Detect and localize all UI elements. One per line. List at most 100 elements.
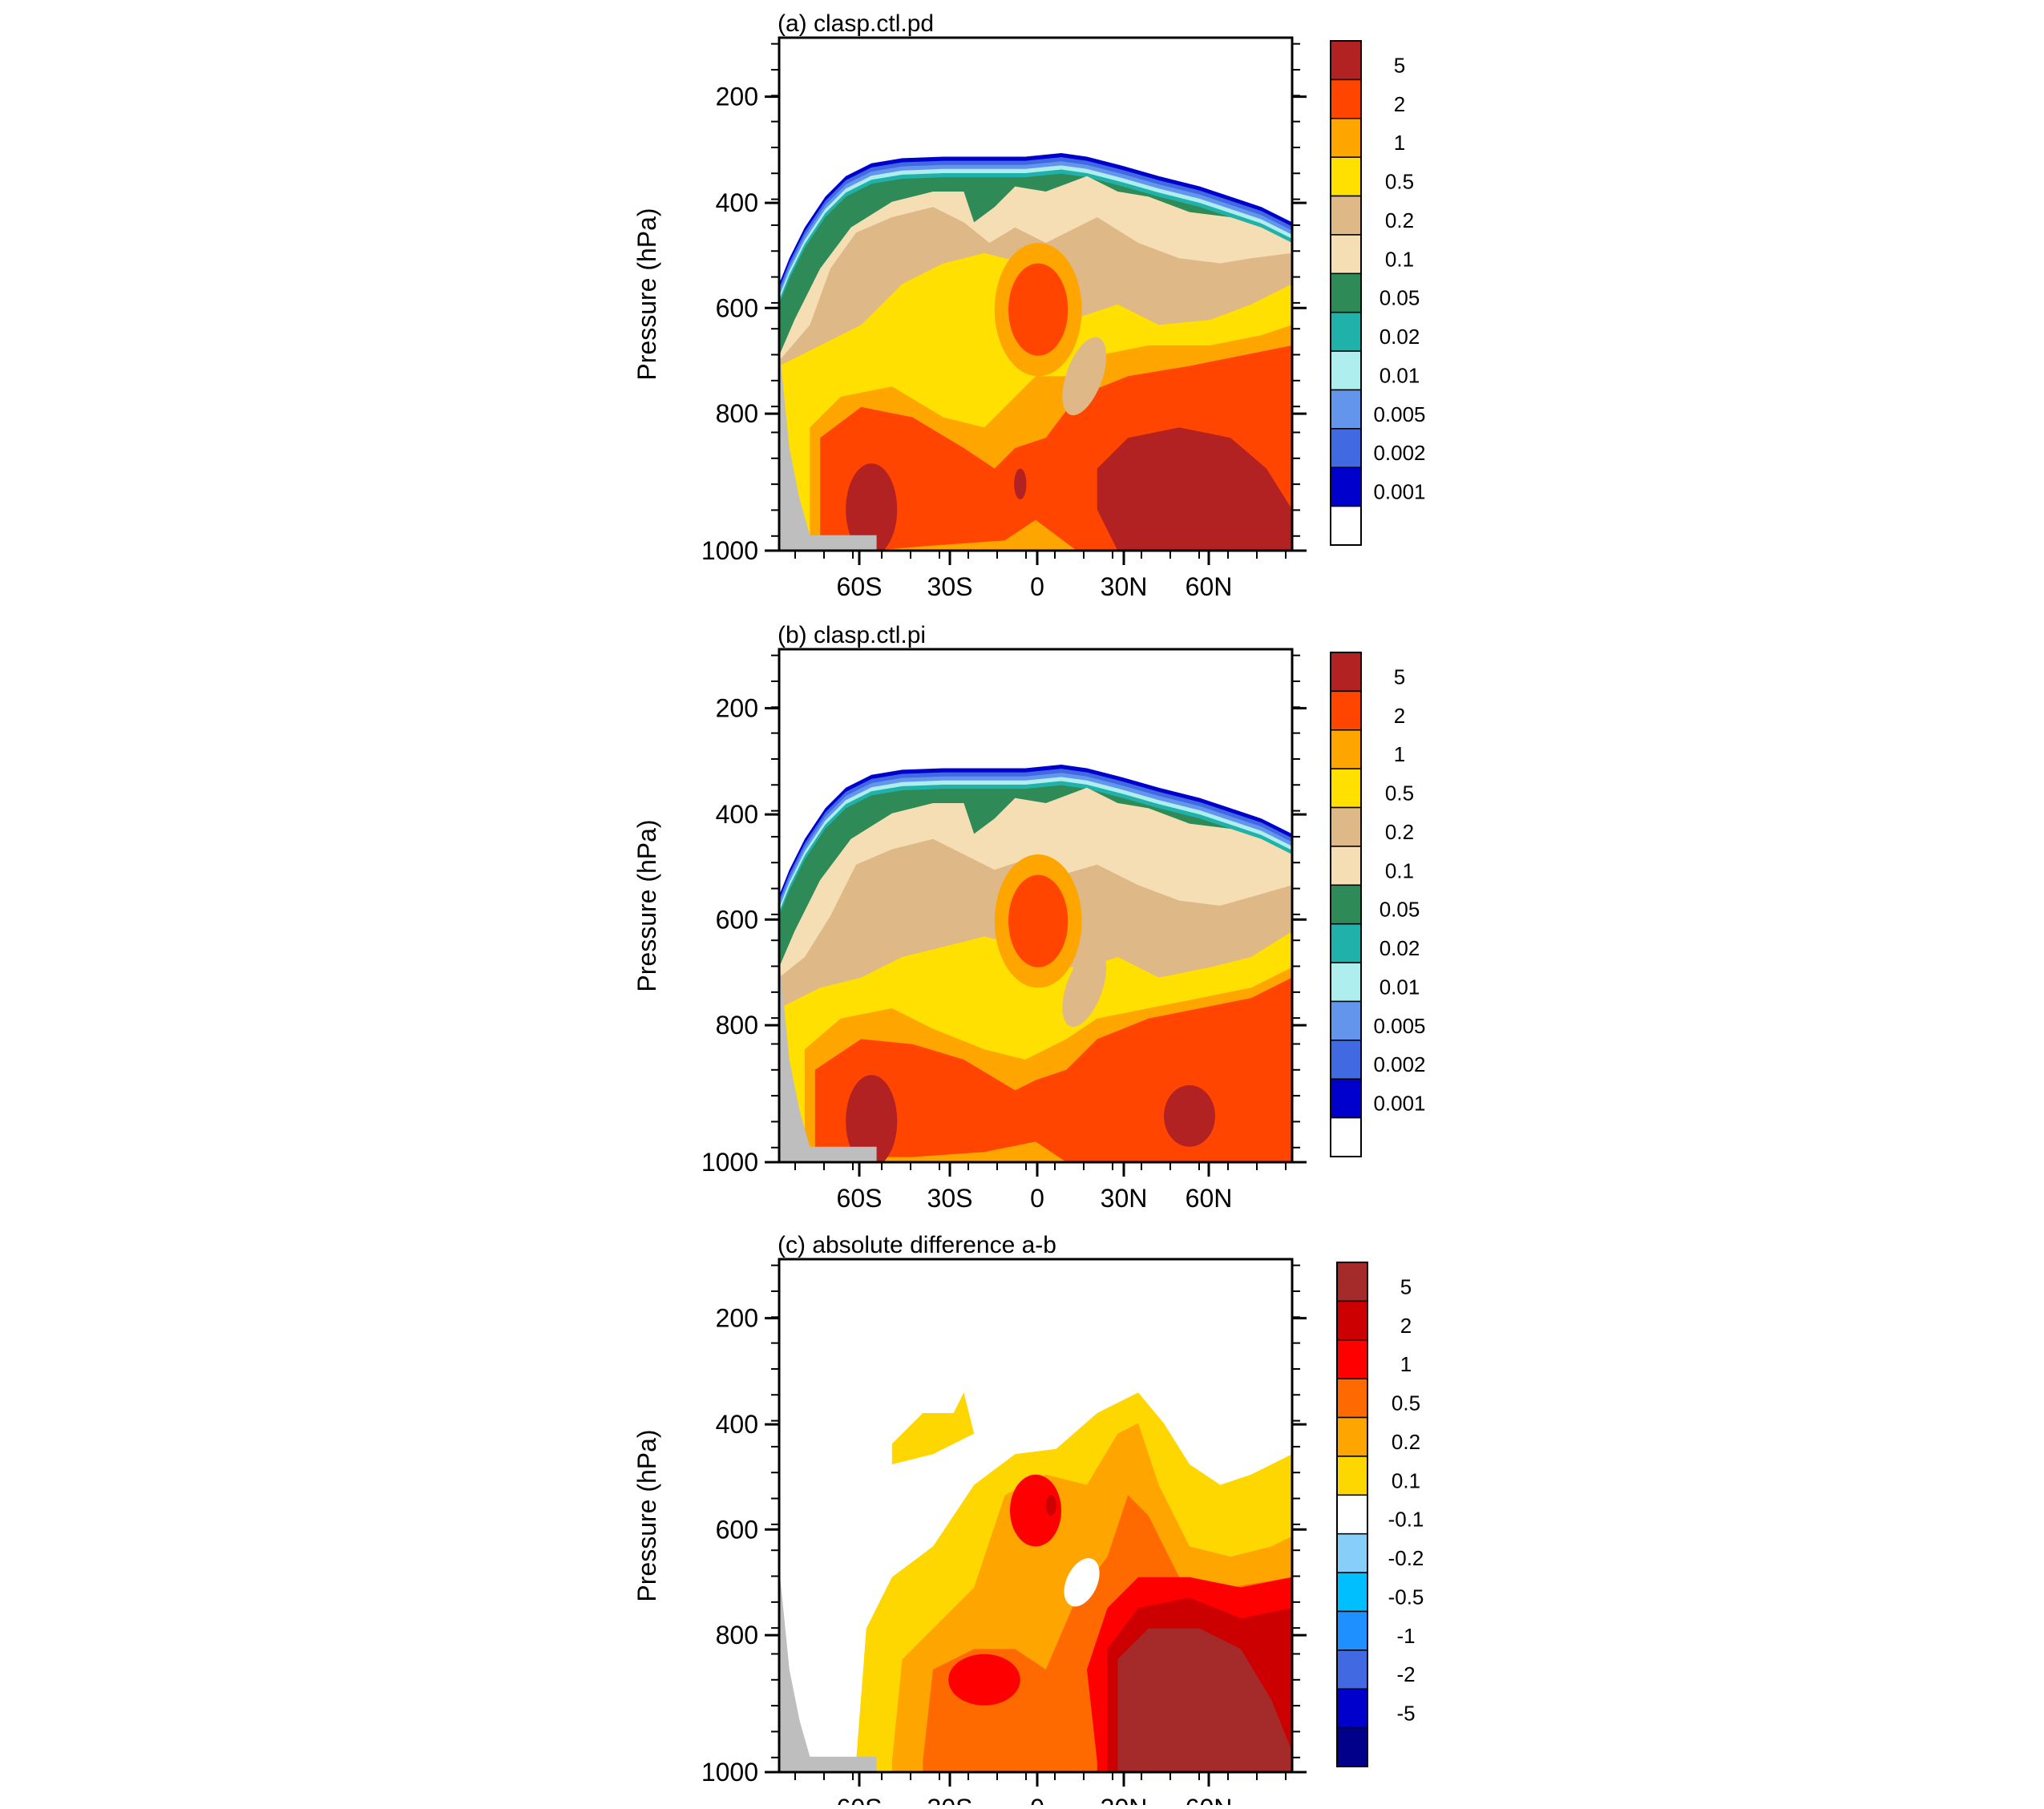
colorbar-swatch — [1330, 234, 1362, 275]
colorbar-frame — [1330, 652, 1362, 1157]
colorbar-swatch — [1330, 118, 1362, 158]
y-tick-label: 200 — [716, 83, 758, 111]
contour-band — [846, 463, 898, 551]
topography-mask — [779, 957, 877, 1162]
y-tick-label: 200 — [716, 1304, 758, 1333]
x-tick-label: 30S — [927, 1184, 973, 1213]
colorbar-swatch — [1336, 1456, 1368, 1496]
x-tick-label: 0 — [1030, 1794, 1044, 1805]
colorbar-label: 0.01 — [1379, 975, 1420, 999]
colorbar-label: -2 — [1396, 1662, 1415, 1686]
y-tick-label: 600 — [716, 1515, 758, 1544]
colorbar-label: 2 — [1394, 704, 1405, 728]
contour-band — [1064, 1558, 1100, 1607]
contour-band — [1164, 1085, 1215, 1147]
colorbar-swatch — [1336, 1650, 1368, 1690]
topography-mask — [779, 345, 877, 551]
colorbar-swatch — [1330, 768, 1362, 809]
colorbar-swatch — [1330, 652, 1362, 693]
colorbar-frame — [1330, 40, 1362, 546]
colorbar-label: 5 — [1400, 1274, 1412, 1298]
colorbar-label: -0.5 — [1388, 1585, 1424, 1609]
colorbar-swatch — [1330, 1078, 1362, 1119]
colorbar-label: 0.5 — [1385, 170, 1414, 194]
panel-title: (b) clasp.ctl.pi — [778, 622, 926, 648]
colorbar-label: 0.02 — [1379, 936, 1420, 960]
colorbar-label: 0.002 — [1373, 1052, 1425, 1076]
x-tick-label: 30N — [1101, 1184, 1148, 1213]
y-tick-label: 600 — [716, 293, 758, 322]
y-tick-label: 800 — [716, 399, 758, 428]
colorbar-swatch — [1330, 505, 1362, 546]
x-tick-label: 60S — [837, 1794, 883, 1805]
y-axis-label: Pressure (hPa) — [632, 819, 661, 991]
colorbar-swatch — [1330, 1040, 1362, 1080]
colorbar-label: 0.1 — [1385, 858, 1414, 882]
colorbar-swatch — [1330, 1116, 1362, 1157]
field-layer — [779, 153, 1292, 551]
y-tick-label: 200 — [716, 694, 758, 723]
x-tick-label: 60S — [837, 1184, 883, 1213]
colorbar-swatch — [1336, 1688, 1368, 1729]
colorbar-swatch — [1330, 884, 1362, 925]
colorbar-swatch — [1336, 1262, 1368, 1302]
colorbar-swatch — [1330, 79, 1362, 119]
x-tick-label: 30S — [927, 572, 973, 601]
field-layer — [779, 1392, 1292, 1772]
contour-band — [1014, 468, 1027, 499]
y-axis-label: Pressure (hPa) — [632, 1429, 661, 1601]
colorbar-label: 2 — [1400, 1314, 1412, 1338]
contour-band — [1062, 337, 1107, 416]
contour-band — [1008, 263, 1068, 356]
y-axis-label: Pressure (hPa) — [632, 208, 661, 380]
colorbar-label: 1 — [1394, 131, 1405, 155]
colorbar-swatch — [1336, 1610, 1368, 1651]
colorbar-swatch — [1330, 156, 1362, 197]
colorbar-label: 2 — [1394, 92, 1405, 116]
colorbar-label: 0.02 — [1379, 325, 1420, 349]
panel-b: (b) clasp.ctl.pi Pressure (hPa) 200 400 600 8… — [632, 622, 1426, 1213]
topography-mask — [779, 1567, 877, 1772]
panel-title: (a) clasp.ctl.pd — [778, 10, 934, 37]
colorbar-label: 0.1 — [1392, 1468, 1420, 1492]
colorbar-swatch — [1330, 273, 1362, 313]
plot-frame — [778, 1258, 1294, 1774]
contour-band — [846, 1075, 898, 1162]
y-tick-label: 400 — [716, 188, 758, 217]
y-tick-label: 1000 — [701, 1758, 758, 1787]
colorbar-swatch — [1330, 923, 1362, 963]
colorbar-swatch — [1330, 466, 1362, 507]
contour-band — [1062, 948, 1107, 1028]
colorbar-swatch — [1330, 846, 1362, 886]
colorbar-label: 0.001 — [1373, 1092, 1425, 1116]
colorbar-label: 0.002 — [1373, 441, 1425, 465]
colorbar-swatch — [1336, 1339, 1368, 1379]
colorbar-label: -0.2 — [1388, 1546, 1424, 1570]
colorbar-swatch — [1330, 1000, 1362, 1041]
field-layer — [779, 765, 1292, 1162]
colorbar-label: 0.2 — [1385, 820, 1414, 844]
colorbar-swatch — [1336, 1494, 1368, 1535]
colorbar-swatch — [1330, 40, 1362, 81]
colorbar-label: 0.5 — [1392, 1391, 1420, 1415]
colorbar-label: 5 — [1394, 664, 1405, 688]
colorbar-swatch — [1330, 962, 1362, 1003]
x-tick-label: 0 — [1030, 572, 1044, 601]
colorbar-label: -1 — [1396, 1624, 1415, 1648]
y-tick-label: 400 — [716, 1410, 758, 1439]
colorbar-swatch — [1330, 350, 1362, 391]
colorbar-label: 0.1 — [1385, 247, 1414, 271]
panel-c: (c) absolute difference a-b Pressure (hPa… — [632, 1232, 1424, 1809]
plot-frame — [778, 648, 1294, 1164]
colorbar-label: 0.005 — [1373, 402, 1425, 426]
contour-band — [1045, 1495, 1056, 1516]
x-tick-label: 60S — [837, 572, 883, 601]
colorbar-label: 0.05 — [1379, 898, 1420, 922]
colorbar-label: 1 — [1394, 742, 1405, 766]
colorbar-swatch — [1330, 311, 1362, 352]
x-tick-label: 30N — [1101, 1794, 1148, 1805]
colorbar-swatch — [1336, 1572, 1368, 1613]
contour-band — [891, 1392, 975, 1464]
